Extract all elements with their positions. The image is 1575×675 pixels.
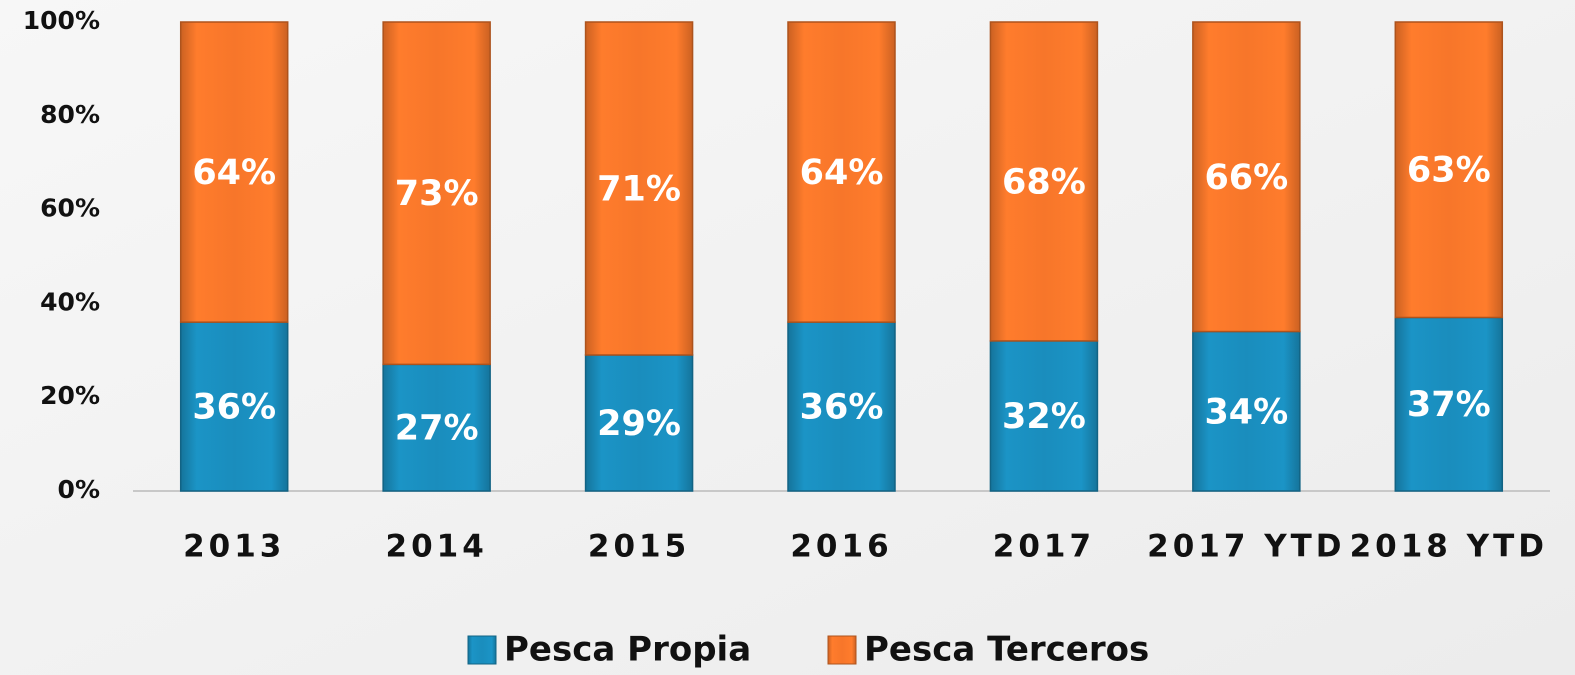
x-tick-label: 2018 YTD	[1350, 529, 1548, 565]
bar-segment	[382, 21, 491, 366]
legend-label: Pesca Terceros	[864, 630, 1149, 670]
y-tick-label: 100%	[23, 6, 100, 35]
bar-segment	[1192, 21, 1301, 333]
value-label: 36%	[192, 388, 276, 428]
bar-segment	[1394, 21, 1504, 319]
value-label: 32%	[1002, 397, 1086, 437]
value-label: 34%	[1204, 392, 1288, 432]
bar-segment	[584, 354, 694, 492]
y-tick-label: 0%	[58, 475, 100, 504]
value-label: 71%	[597, 169, 681, 209]
bar-segment	[179, 21, 289, 323]
bar-segment	[584, 21, 694, 356]
y-tick-label: 60%	[40, 194, 100, 223]
bar-segment	[989, 340, 1099, 492]
value-label: 64%	[800, 153, 884, 193]
value-label: 63%	[1407, 151, 1491, 191]
bar-segment	[1192, 330, 1301, 492]
x-tick-label: 2016	[790, 529, 892, 565]
bar-segment	[382, 363, 491, 492]
x-tick-label: 2014	[386, 529, 488, 565]
value-label: 37%	[1407, 385, 1491, 425]
y-tick-label: 40%	[40, 287, 100, 316]
x-tick-label: 2013	[183, 529, 285, 565]
bar-segment	[1394, 316, 1504, 492]
bar-segment	[787, 21, 896, 323]
x-tick-label: 2015	[588, 529, 690, 565]
value-label: 64%	[192, 153, 276, 193]
value-label: 73%	[395, 174, 479, 214]
bar-segment	[179, 321, 289, 492]
x-tick-label: 2017 YTD	[1147, 529, 1345, 565]
value-label: 36%	[800, 388, 884, 428]
y-tick-label: 20%	[40, 381, 100, 410]
value-label: 29%	[597, 404, 681, 444]
legend-swatch	[827, 635, 857, 665]
legend-swatch	[467, 635, 497, 665]
bar-segment	[787, 321, 896, 492]
y-tick-label: 80%	[40, 100, 100, 129]
value-label: 68%	[1002, 162, 1086, 202]
value-label: 66%	[1204, 158, 1288, 198]
bar-segment	[989, 21, 1099, 342]
value-label: 27%	[395, 409, 479, 449]
x-tick-label: 2017	[993, 529, 1095, 565]
legend-label: Pesca Propia	[504, 630, 751, 670]
